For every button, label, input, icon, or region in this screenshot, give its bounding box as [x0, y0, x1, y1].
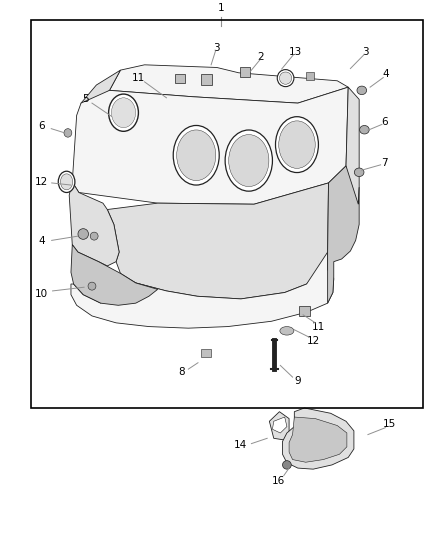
- Ellipse shape: [111, 98, 135, 127]
- Bar: [306, 72, 314, 80]
- Text: 13: 13: [289, 46, 302, 56]
- Text: 4: 4: [38, 237, 45, 246]
- Polygon shape: [107, 183, 328, 299]
- Bar: [31, 20, 423, 408]
- Bar: [201, 349, 211, 358]
- Ellipse shape: [360, 125, 369, 134]
- Text: 16: 16: [272, 476, 285, 486]
- Text: 2: 2: [257, 52, 264, 62]
- Text: 6: 6: [38, 121, 45, 131]
- Text: 3: 3: [362, 46, 369, 56]
- Polygon shape: [72, 87, 348, 204]
- Polygon shape: [69, 182, 119, 266]
- Text: 4: 4: [382, 69, 389, 79]
- Ellipse shape: [58, 171, 75, 192]
- Text: 6: 6: [381, 117, 388, 127]
- Bar: [299, 306, 310, 316]
- Text: 5: 5: [82, 94, 89, 104]
- Ellipse shape: [354, 168, 364, 176]
- Polygon shape: [71, 245, 158, 305]
- Text: 11: 11: [312, 321, 325, 332]
- Polygon shape: [289, 417, 347, 462]
- Ellipse shape: [279, 72, 292, 84]
- Ellipse shape: [60, 174, 73, 190]
- Polygon shape: [269, 411, 289, 440]
- Ellipse shape: [280, 327, 294, 335]
- Ellipse shape: [88, 282, 96, 290]
- Ellipse shape: [173, 125, 219, 185]
- Text: 14: 14: [233, 440, 247, 450]
- Text: 8: 8: [178, 367, 185, 377]
- Ellipse shape: [109, 94, 138, 131]
- Ellipse shape: [229, 134, 269, 187]
- Ellipse shape: [90, 232, 98, 240]
- Ellipse shape: [357, 86, 367, 95]
- Ellipse shape: [177, 130, 216, 181]
- Bar: [201, 75, 212, 85]
- Ellipse shape: [64, 128, 72, 137]
- Bar: [175, 75, 185, 84]
- Text: 11: 11: [131, 73, 145, 83]
- Text: 1: 1: [218, 3, 225, 13]
- Ellipse shape: [283, 461, 291, 469]
- Ellipse shape: [276, 117, 318, 173]
- Bar: [240, 67, 250, 77]
- Polygon shape: [110, 65, 348, 103]
- Text: 3: 3: [213, 43, 220, 53]
- Text: 15: 15: [383, 419, 396, 429]
- Polygon shape: [272, 417, 287, 433]
- Text: 7: 7: [381, 158, 388, 168]
- Text: 10: 10: [35, 288, 48, 298]
- Text: 12: 12: [307, 336, 320, 346]
- Ellipse shape: [225, 130, 272, 191]
- Ellipse shape: [78, 229, 88, 239]
- Polygon shape: [346, 87, 359, 208]
- Ellipse shape: [277, 70, 294, 87]
- Text: 9: 9: [294, 376, 301, 386]
- Ellipse shape: [279, 121, 315, 168]
- Polygon shape: [71, 252, 334, 328]
- Text: 12: 12: [35, 177, 48, 187]
- Polygon shape: [81, 70, 120, 112]
- Polygon shape: [283, 408, 354, 469]
- Polygon shape: [328, 166, 359, 303]
